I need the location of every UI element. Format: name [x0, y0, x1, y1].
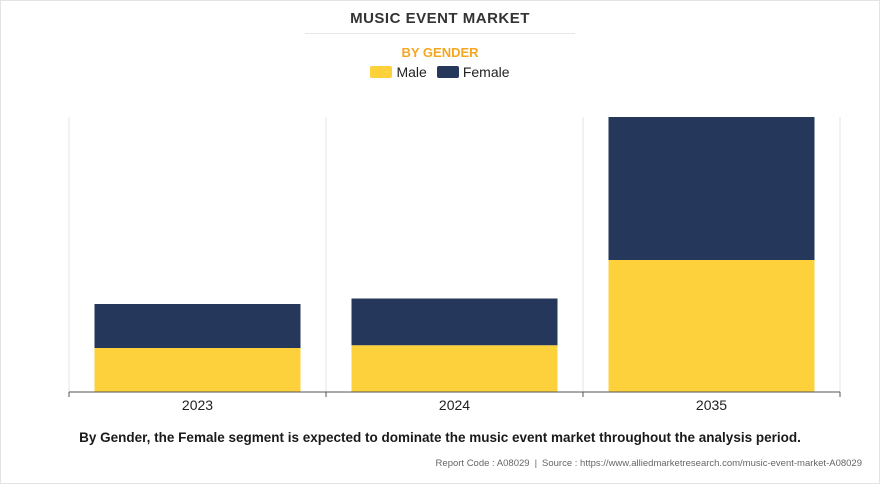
bar-male-2035: [608, 260, 815, 392]
bar-male-2023: [94, 348, 301, 392]
legend-item-female: Female: [436, 64, 510, 80]
legend-swatch-male: [370, 66, 393, 78]
chart-caption: By Gender, the Female segment is expecte…: [79, 430, 801, 445]
legend-label-female: Female: [462, 64, 510, 80]
legend: Male Female: [0, 64, 880, 80]
x-tick-label: 2035: [696, 397, 727, 413]
source-line: Report Code : A08029 | Source : https://ww…: [436, 458, 862, 469]
legend-item-male: Male: [370, 64, 427, 80]
chart-subtitle: BY GENDER: [401, 45, 479, 60]
x-tick-label: 2024: [439, 397, 470, 413]
source-url: Source : https://www.alliedmarketresearc…: [542, 458, 862, 469]
bar-female-2023: [94, 304, 301, 348]
source-separator: |: [534, 458, 538, 469]
legend-label-male: Male: [396, 64, 427, 80]
bar-male-2024: [351, 345, 558, 392]
x-tick-label: 2023: [182, 397, 213, 413]
bar-female-2035: [608, 117, 815, 260]
legend-swatch-female: [436, 66, 459, 78]
bar-female-2024: [351, 298, 558, 346]
chart-title: MUSIC EVENT MARKET: [350, 10, 530, 27]
report-code: Report Code : A08029: [435, 458, 530, 469]
title-divider: [305, 33, 575, 34]
